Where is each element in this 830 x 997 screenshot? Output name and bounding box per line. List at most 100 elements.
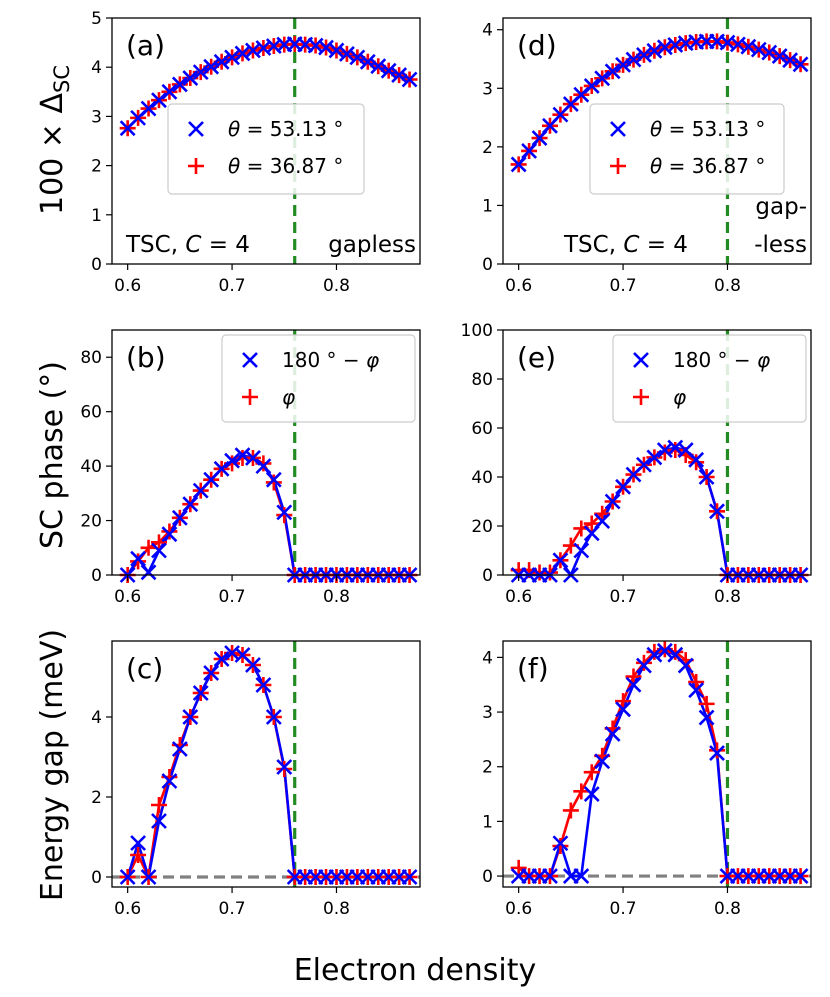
data-point-x bbox=[192, 64, 209, 81]
annotation: -less bbox=[754, 232, 807, 258]
data-point-plus bbox=[615, 693, 632, 710]
data-point-x bbox=[213, 460, 230, 477]
data-point-x bbox=[604, 63, 621, 80]
legend-label: θ = 53.13 ° bbox=[650, 117, 765, 141]
y-tick-label: 0 bbox=[91, 255, 102, 275]
panel-b: 0.6 0.7 0.8 0 20 40 60 80 (b) 180 ° − φ φ bbox=[80, 329, 421, 607]
data-point-plus bbox=[698, 695, 715, 712]
data-point-x bbox=[119, 869, 136, 885]
data-point-plus bbox=[594, 505, 611, 522]
data-point-x bbox=[646, 42, 663, 59]
data-point-x bbox=[276, 759, 293, 775]
data-point-plus bbox=[688, 674, 705, 690]
legend-label: 180 ° − φ bbox=[282, 348, 379, 372]
legend-box bbox=[221, 334, 416, 423]
data-point-x bbox=[213, 651, 230, 667]
legend-label: φ bbox=[282, 385, 295, 409]
panel-label: (b) bbox=[126, 341, 166, 374]
data-point-x bbox=[761, 44, 778, 61]
data-point-plus bbox=[667, 442, 684, 459]
data-point-x bbox=[213, 53, 230, 70]
legend-label: 180 ° − φ bbox=[673, 348, 770, 372]
x-tick-label: 0.7 bbox=[219, 899, 246, 919]
y-tick-label: 2 bbox=[91, 788, 102, 808]
data-point-x bbox=[573, 868, 590, 884]
y-tick-label: 3 bbox=[91, 107, 102, 127]
x-axis-label: Electron density bbox=[294, 953, 537, 988]
y-tick-label: 4 bbox=[482, 648, 493, 668]
y-tick-label: 20 bbox=[471, 517, 493, 537]
y-tick-label: 60 bbox=[80, 403, 102, 423]
data-point-x bbox=[370, 58, 387, 75]
data-point-x bbox=[677, 657, 694, 674]
x-tick-label: 0.6 bbox=[505, 276, 532, 296]
data-point-x bbox=[688, 682, 705, 699]
data-point-x bbox=[171, 741, 188, 757]
data-point-plus bbox=[161, 523, 178, 540]
data-point-plus bbox=[140, 539, 157, 556]
data-point-x bbox=[140, 100, 157, 117]
data-point-x bbox=[656, 642, 673, 659]
data-point-plus bbox=[150, 797, 167, 813]
legend-marker-plus bbox=[633, 389, 649, 405]
data-point-x bbox=[552, 835, 569, 852]
data-point-x bbox=[328, 42, 345, 59]
legend-label: θ = 53.13 ° bbox=[228, 117, 343, 141]
legend-marker-x bbox=[633, 352, 649, 368]
panel-e: 0.6 0.7 0.8 0 20 40 60 80 100 (e) 180 ° − φ φ bbox=[461, 321, 812, 607]
x-tick-label: 0.6 bbox=[505, 587, 532, 607]
data-point-plus bbox=[709, 742, 726, 759]
data-point-x bbox=[203, 665, 220, 681]
data-point-x bbox=[542, 868, 558, 884]
data-point-x bbox=[245, 450, 261, 466]
panel-label: (f) bbox=[517, 652, 549, 685]
data-point-x bbox=[792, 56, 809, 73]
data-point-x bbox=[615, 701, 631, 718]
panel-label: (d) bbox=[517, 29, 557, 62]
legend-marker-plus bbox=[188, 158, 204, 174]
data-point-x bbox=[130, 550, 147, 567]
axes-frame bbox=[502, 17, 812, 265]
data-point-x bbox=[151, 542, 167, 559]
data-point-x bbox=[698, 709, 715, 726]
y-tick-label: 0 bbox=[482, 255, 493, 275]
data-point-x bbox=[359, 53, 376, 70]
x-tick-label: 0.7 bbox=[610, 899, 637, 919]
data-point-x bbox=[688, 451, 705, 468]
data-point-x bbox=[182, 709, 199, 725]
legend-box bbox=[167, 103, 365, 195]
y-tick-label: 0 bbox=[91, 566, 102, 586]
data-point-x bbox=[401, 71, 418, 88]
y-tick-label: 5 bbox=[91, 9, 102, 29]
data-point-plus bbox=[562, 802, 579, 819]
y-tick-label: 0 bbox=[91, 868, 102, 888]
data-point-x bbox=[401, 869, 418, 885]
data-point-x bbox=[594, 513, 611, 530]
series-line-blue bbox=[126, 651, 410, 879]
data-point-x bbox=[338, 45, 355, 62]
annotation: TSC, C = 4 bbox=[563, 232, 688, 258]
data-point-x bbox=[782, 52, 799, 69]
data-point-plus bbox=[541, 564, 558, 581]
data-point-x bbox=[625, 676, 642, 693]
legend-marker-plus bbox=[242, 389, 258, 405]
data-point-plus bbox=[150, 534, 167, 551]
data-point-plus bbox=[667, 643, 684, 660]
legend-marker-x bbox=[610, 121, 626, 137]
panel-label: (e) bbox=[517, 341, 556, 374]
y-tick-label: 20 bbox=[80, 512, 102, 532]
axes-frame bbox=[111, 640, 421, 888]
data-point-plus bbox=[635, 654, 652, 671]
legend-marker-x bbox=[242, 352, 258, 368]
data-point-x bbox=[792, 868, 809, 884]
axes-frame bbox=[502, 329, 812, 576]
legend-label: θ = 36.87 ° bbox=[228, 154, 343, 178]
data-point-x bbox=[140, 869, 157, 885]
data-point-plus bbox=[583, 764, 600, 781]
y-tick-label: 2 bbox=[482, 758, 493, 778]
data-point-x bbox=[604, 726, 621, 742]
data-point-x bbox=[380, 62, 397, 79]
y-tick-label: 80 bbox=[471, 370, 493, 390]
legend-marker-plus bbox=[610, 158, 626, 174]
data-point-x bbox=[161, 773, 178, 789]
